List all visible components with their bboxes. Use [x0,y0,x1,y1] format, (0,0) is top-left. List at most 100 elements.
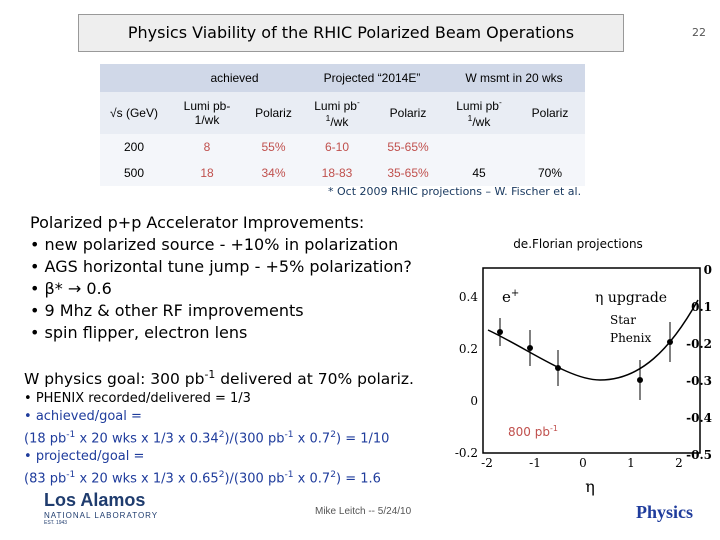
text-part: delivered at 70% polariz. [215,370,414,389]
logo-text: Los Alamos [44,490,146,510]
legend-entry: η upgrade [595,290,667,306]
legend-entry: Star [610,313,636,327]
formula: (83 pb-1 x 20 wks x 1/3 x 0.652)/(300 pb… [24,466,414,488]
cell: 45 [443,160,515,186]
text-part: )/(300 pb [224,471,285,487]
text-part: )/(300 pb [224,431,285,447]
text-part: -1 [467,97,502,123]
text-part: -1 [204,368,216,381]
text-part: -1 [284,470,294,481]
bullet: β* → 0.6 [30,278,412,300]
text-part: W physics goal: 300 pb [24,370,205,389]
x-label: η [585,477,595,496]
plot: de.Florian projections 0.4 0.2 0 -0.2 -2 -1 0… [455,237,712,496]
col-header: Polariz [515,92,585,134]
text-part: (18 pb [24,431,67,447]
w-goal: W physics goal: 300 pb-1 delivered at 70… [24,364,414,489]
axis-label: 2 [675,456,683,470]
col-header: Polariz [373,92,443,134]
axis-label: 0 [704,263,712,277]
axis-label: -1 [529,456,541,470]
plot-frame [482,267,701,454]
bullet: PHENIX recorded/delivered = 1/3 [24,390,414,408]
bullet: achieved/goal = [24,408,414,426]
axis-label: -0.4 [686,411,712,425]
curve [487,299,699,381]
axis-label: 0 [579,456,587,470]
text-part: Polariz [255,106,292,120]
col-header: Lumi pb-1/wk [443,92,515,134]
axis-label: -0.2 [686,337,712,351]
axis-label: -0.2 [455,446,478,460]
page-number: 22 [692,26,706,39]
text-part: Lumi pb [314,99,357,113]
legend-entry: Phenix [610,331,651,345]
axis-label: 0.2 [459,342,478,356]
physics-logo: Physics [636,502,694,522]
heading: Polarized p+p Accelerator Improvements: [30,213,365,232]
text-part: x 20 wks x 1/3 x 0.65 [75,471,219,487]
particle-sup: + [511,288,519,299]
text-part: Lumi pb-1/wk [183,99,231,127]
cell: 200 [100,134,168,160]
note-text: 800 pb [508,425,550,439]
points [497,318,673,400]
plot-title: de.Florian projections [513,237,643,251]
axis-label: 1 [627,456,635,470]
text-part: √s (GeV) [110,106,158,120]
axis-label: -2 [481,456,493,470]
text-part: x 0.7 [293,431,331,447]
slide-title: Physics Viability of the RHIC Polarized … [78,14,624,52]
lanl-logo: Los Alamos NATIONAL LABORATORY EST. 1943 [10,490,158,526]
axis-label: -0.5 [686,448,712,462]
text-part: Polariz [531,106,569,120]
heading: W physics goal: 300 pb-1 delivered at 70… [24,364,414,390]
text-part: 2 [330,470,336,481]
particle: e+ [502,288,519,306]
text-part: (83 pb [24,471,67,487]
text-part: /wk [330,115,349,129]
text-part: 2 [218,470,225,481]
cell: 35-65% [373,160,443,186]
bullet: 9 Mhz & other RF improvements [30,300,412,322]
text-part: -1 [66,470,76,481]
axis-label: -0.3 [686,374,712,388]
cell: 55% [246,134,301,160]
bullet: projected/goal = [24,448,414,466]
group-header: W msmt in 20 wks [443,64,585,92]
cell: 18 [168,160,246,186]
cell: 34% [246,160,301,186]
text-part: x 0.7 [293,471,331,487]
text-part: ) = 1/10 [335,431,390,447]
text-part: -1 [325,97,360,123]
group-header: achieved [168,64,301,92]
axis-label: 0 [470,394,478,408]
col-header: Lumi pb-1/wk [168,92,246,134]
note-sup: -1 [550,424,558,433]
text-part: -1 [284,430,294,441]
text-part: /wk [472,115,491,129]
table: achieved Projected “2014E” W msmt in 20 … [100,64,585,186]
col-header: Lumi pb-1/wk [301,92,373,134]
cell: 70% [515,160,585,186]
cell: 500 [100,160,168,186]
col-header: Polariz [246,92,301,134]
group-header: Projected “2014E” [301,64,443,92]
axis-label: 0.4 [459,290,478,304]
cell: 18-83 [301,160,373,186]
bullet: new polarized source - +10% in polarizat… [30,234,412,256]
logo-text: EST. 1943 [44,520,68,526]
cell: 6-10 [301,134,373,160]
author: Mike Leitch -- 5/24/10 [315,506,412,517]
text-part: Polariz [389,106,427,120]
bullet: AGS horizontal tune jump - +5% polarizat… [30,256,412,278]
cell: 55-65% [373,134,443,160]
bullet: spin flipper, electron lens [30,322,412,344]
text-part: x 20 wks x 1/3 x 0.34 [75,431,219,447]
text-part: -1 [66,430,76,441]
improvements: Polarized p+p Accelerator Improvements: … [30,212,412,344]
footnote: * Oct 2009 RHIC projections – W. Fischer… [328,185,582,198]
text-part: 2 [218,430,225,441]
logo-text: NATIONAL LABORATORY [44,511,159,520]
